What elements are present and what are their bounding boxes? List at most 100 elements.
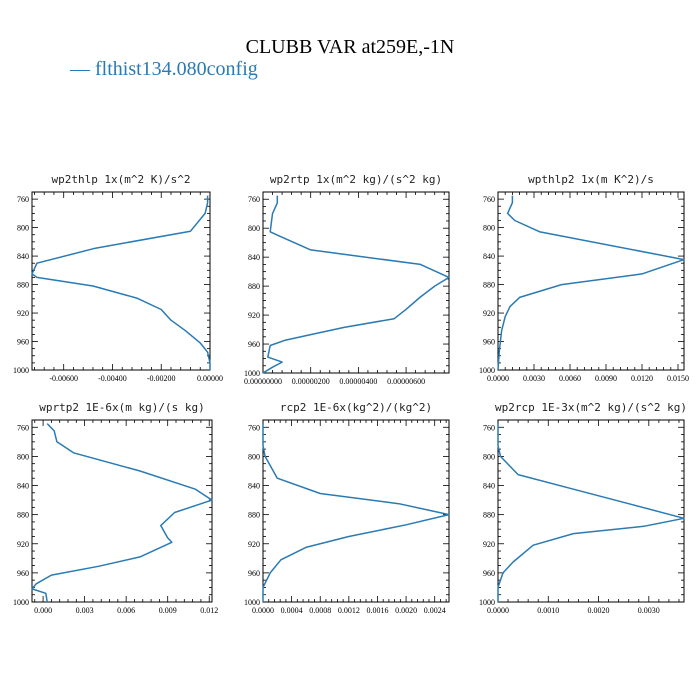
y-tick-label: 800 xyxy=(483,452,495,461)
plot-frame xyxy=(497,419,685,603)
x-tick-label: -0.00600 xyxy=(49,374,78,383)
x-tick-label: 0.0120 xyxy=(631,374,653,383)
y-tick-label: 960 xyxy=(17,338,29,347)
chart-panel-1: wp2thlp 1x(m^2 K)/s^2 760 800 840 880 920 960 1… xyxy=(13,173,223,383)
y-tick-label: 760 xyxy=(483,195,495,204)
y-tick-label: 960 xyxy=(483,569,495,578)
y-tick-label: 960 xyxy=(248,569,260,578)
x-tick-label: 0.012 xyxy=(200,606,218,615)
x-tick-label: 0.0150 xyxy=(667,374,689,383)
y-tick-label: 880 xyxy=(248,282,260,291)
x-tick-label: 0.0010 xyxy=(537,606,559,615)
y-tick-label: 920 xyxy=(483,540,495,549)
series-line xyxy=(262,195,450,374)
panel-title: wpthlp2 1x(m K^2)/s xyxy=(528,173,654,186)
y-tick-label: 920 xyxy=(248,540,260,549)
y-tick-label: 840 xyxy=(483,252,495,261)
figure-title: CLUBB VAR at259E,-1N xyxy=(245,36,455,58)
y-tick-label: 920 xyxy=(17,309,29,318)
x-tick-label: 0.006 xyxy=(117,606,135,615)
y-tick-label: 880 xyxy=(483,511,495,520)
x-tick-label: 0.00000 xyxy=(197,374,223,383)
series-line xyxy=(497,423,685,602)
y-tick-label: 760 xyxy=(248,423,260,432)
chart-panel-2: wp2rtp 1x(m^2 kg)/(s^2 kg) 760 800 840 880 92… xyxy=(244,173,450,386)
y-tick-label: 1000 xyxy=(479,598,495,607)
panel-title: wprtp2 1E-6x(m kg)/(s kg) xyxy=(39,401,205,414)
y-tick-label: 840 xyxy=(248,253,260,262)
x-tick-label: 0.0000 xyxy=(487,606,509,615)
panel-title: rcp2 1E-6x(kg^2)/(kg^2) xyxy=(280,401,432,414)
x-tick-label: 0.00000000 xyxy=(244,377,282,386)
chart-panel-5: rcp2 1E-6x(kg^2)/(kg^2) 760 800 840 880 920 96… xyxy=(244,401,450,615)
y-tick-label: 840 xyxy=(248,482,260,491)
legend: — flthist134.080config xyxy=(70,58,258,81)
y-tick-label: 920 xyxy=(17,540,29,549)
y-tick-label: 920 xyxy=(483,309,495,318)
plot-frame xyxy=(262,191,450,374)
series-line xyxy=(31,195,211,370)
x-tick-label: 0.0016 xyxy=(366,606,388,615)
y-tick-label: 880 xyxy=(248,511,260,520)
y-tick-label: 960 xyxy=(483,338,495,347)
x-tick-label: -0.00200 xyxy=(147,374,176,383)
x-tick-label: 0.0000 xyxy=(487,374,509,383)
y-tick-label: 880 xyxy=(483,281,495,290)
y-tick-label: 1000 xyxy=(13,366,29,375)
y-tick-label: 880 xyxy=(17,281,29,290)
y-tick-label: 800 xyxy=(17,452,29,461)
plot-frame xyxy=(31,191,211,371)
plot-frame xyxy=(262,419,450,603)
y-tick-label: 840 xyxy=(17,252,29,261)
x-tick-label: 0.0090 xyxy=(595,374,617,383)
series-line xyxy=(262,423,450,602)
chart-panel-6: wp2rcp 1E-3x(m^2 kg)/(s^2 kg)760 800 840 88… xyxy=(479,401,687,615)
legend-series-label: flthist134.080config xyxy=(95,58,258,80)
x-tick-label: 0.0030 xyxy=(638,606,660,615)
series-line xyxy=(31,423,213,603)
y-tick-label: 840 xyxy=(17,482,29,491)
x-tick-label: 0.0030 xyxy=(523,374,545,383)
y-tick-label: 1000 xyxy=(479,366,495,375)
x-tick-label: 0.000 xyxy=(34,606,52,615)
plot-frame xyxy=(31,419,213,603)
y-tick-label: 1000 xyxy=(244,369,260,378)
chart-panel-3: wpthlp2 1x(m K^2)/s 760 800 840 880 920 960 100… xyxy=(479,173,689,383)
y-tick-label: 760 xyxy=(17,423,29,432)
y-tick-label: 1000 xyxy=(13,598,29,607)
x-tick-label: 0.009 xyxy=(159,606,177,615)
y-tick-label: 1000 xyxy=(244,598,260,607)
y-tick-label: 920 xyxy=(248,311,260,320)
x-tick-label: 0.0012 xyxy=(338,606,360,615)
x-tick-label: 0.0008 xyxy=(309,606,331,615)
y-tick-label: 800 xyxy=(248,452,260,461)
y-tick-label: 760 xyxy=(248,195,260,204)
x-tick-label: -0.00400 xyxy=(98,374,127,383)
y-tick-label: 800 xyxy=(17,224,29,233)
x-tick-label: 0.003 xyxy=(76,606,94,615)
y-tick-label: 880 xyxy=(17,511,29,520)
x-tick-label: 0.00000400 xyxy=(339,377,377,386)
y-tick-label: 840 xyxy=(483,482,495,491)
x-tick-label: 0.0060 xyxy=(559,374,581,383)
series-line xyxy=(497,195,685,371)
y-tick-label: 760 xyxy=(17,195,29,204)
panel-title: wp2rcp 1E-3x(m^2 kg)/(s^2 kg) xyxy=(495,401,687,414)
panel-title: wp2thlp 1x(m^2 K)/s^2 xyxy=(51,173,190,186)
y-tick-label: 800 xyxy=(248,224,260,233)
y-tick-label: 800 xyxy=(483,224,495,233)
y-tick-label: 960 xyxy=(248,340,260,349)
legend-line-marker: — xyxy=(70,58,90,80)
x-tick-label: 0.00000600 xyxy=(387,377,425,386)
y-tick-label: 760 xyxy=(483,423,495,432)
chart-panel-4: wprtp2 1E-6x(m kg)/(s kg) 760 800 840 880 920… xyxy=(13,401,218,615)
x-tick-label: 0.0004 xyxy=(281,606,303,615)
x-tick-label: 0.0020 xyxy=(395,606,417,615)
panel-title: wp2rtp 1x(m^2 kg)/(s^2 kg) xyxy=(270,173,442,186)
x-tick-label: 0.0024 xyxy=(424,606,446,615)
x-tick-label: 0.0000 xyxy=(252,606,274,615)
x-tick-label: 0.0020 xyxy=(588,606,610,615)
y-tick-label: 960 xyxy=(17,569,29,578)
plot-frame xyxy=(497,191,685,371)
